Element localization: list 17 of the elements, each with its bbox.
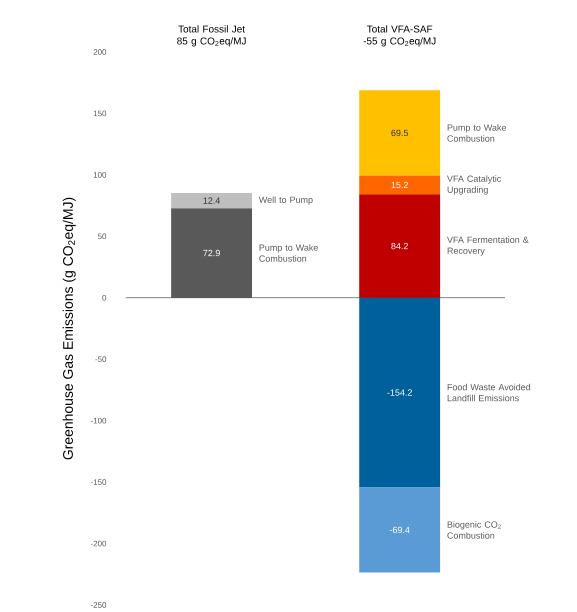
data-label: 15.2 — [392, 182, 408, 188]
series-label: VFA Catalytic Upgrading — [447, 175, 502, 195]
data-label: 72.9 — [203, 250, 220, 256]
data-label: -154.2 — [387, 389, 412, 396]
series-label: Pump to Wake Combustion — [259, 244, 318, 262]
series-label: Biogenic CO$_{2}$ Combustion — [447, 521, 501, 539]
series-label: Well to Pump — [258, 196, 313, 205]
series-label: VFA Fermentation & Recovery — [447, 236, 529, 256]
series-label: Pump to Wake Combustion — [447, 124, 506, 142]
data-label: 84.2 — [391, 242, 408, 250]
x-tick-label: Total VFA-SAF -55 g CO$_{2}$eq/MJ — [364, 25, 436, 46]
series-label: Food Waste Avoided Landfill Emissions — [448, 384, 530, 402]
data-label: 12.4 — [204, 197, 220, 204]
data-label: -69.4 — [390, 526, 410, 534]
data-label: 69.5 — [391, 130, 408, 136]
x-tick-label: Total Fossil Jet 85 g CO$_{2}$eq/MJ — [177, 25, 246, 46]
y-axis-title: Greenhouse Gas Emissions (g CO$_{2}$eq/MJ) — [62, 198, 76, 460]
